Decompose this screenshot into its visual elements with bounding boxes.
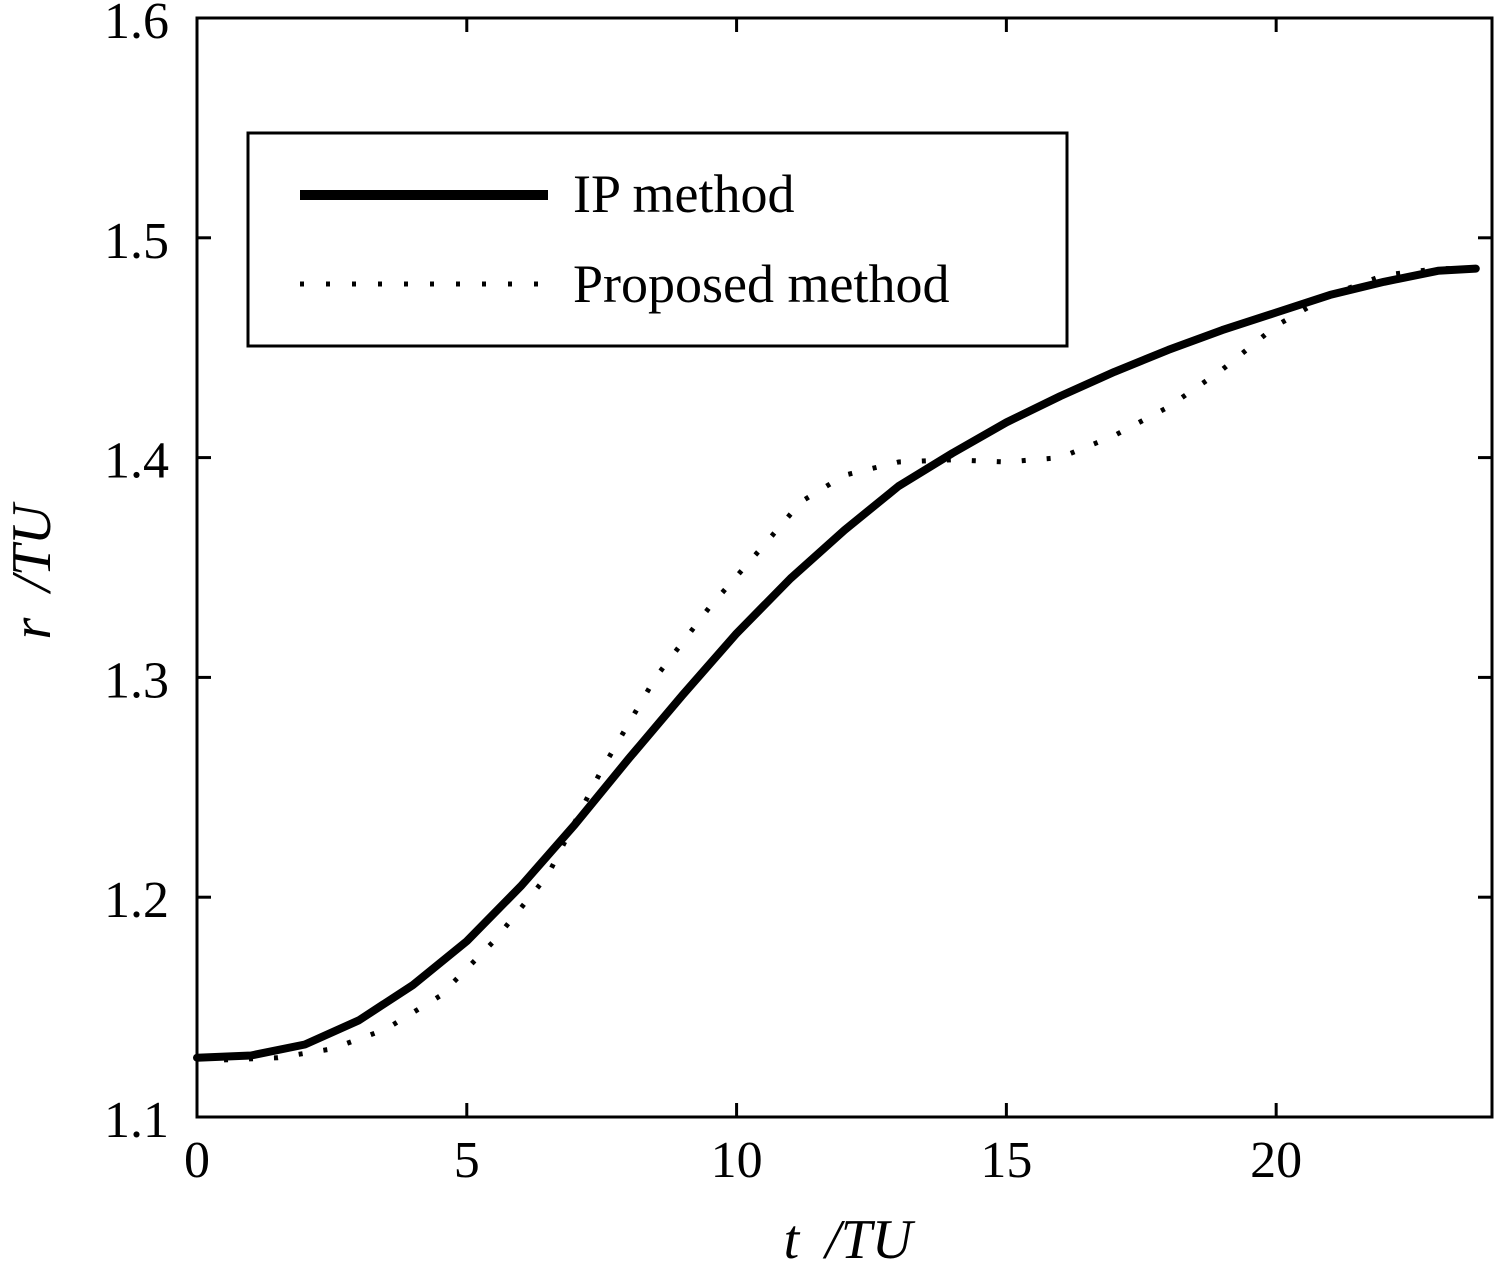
x-tick-label: 0 <box>184 1132 210 1189</box>
y-tick-label: 1.5 <box>104 213 169 270</box>
x-axis-unit: /TU <box>822 1209 916 1263</box>
series-layer <box>193 264 1480 1063</box>
legend-label-ip-method: IP method <box>573 164 794 224</box>
plot-frame <box>195 16 1494 1119</box>
y-tick-label: 1.1 <box>104 1092 169 1149</box>
y-axis-var: r <box>1 617 63 639</box>
y-tick-label: 1.3 <box>104 652 169 709</box>
legend-label-proposed-method: Proposed method <box>573 254 949 314</box>
tick-label-layer: 0 5 10 15 20 1.1 1.2 1.3 1.4 1.5 1.6 <box>104 0 1302 1189</box>
y-axis-label: r /TU <box>1 501 63 640</box>
y-tick-label: 1.4 <box>104 433 169 490</box>
series-line-ip-method <box>193 264 1480 1062</box>
x-tick-label: 10 <box>711 1132 763 1189</box>
legend-box <box>246 131 1069 348</box>
x-tick-label: 15 <box>980 1132 1032 1189</box>
legend: IP method Proposed method <box>246 131 1069 348</box>
series-line-proposed-method <box>223 266 1465 1063</box>
y-tick-label: 1.6 <box>104 0 169 50</box>
frame-layer <box>195 16 1494 1119</box>
x-axis-var: t <box>784 1209 801 1263</box>
y-axis-unit: /TU <box>1 501 63 595</box>
x-axis-label: t /TU <box>784 1209 916 1263</box>
y-tick-label: 1.2 <box>104 872 169 929</box>
x-tick-label: 5 <box>454 1132 480 1189</box>
x-tick-label: 20 <box>1250 1132 1302 1189</box>
